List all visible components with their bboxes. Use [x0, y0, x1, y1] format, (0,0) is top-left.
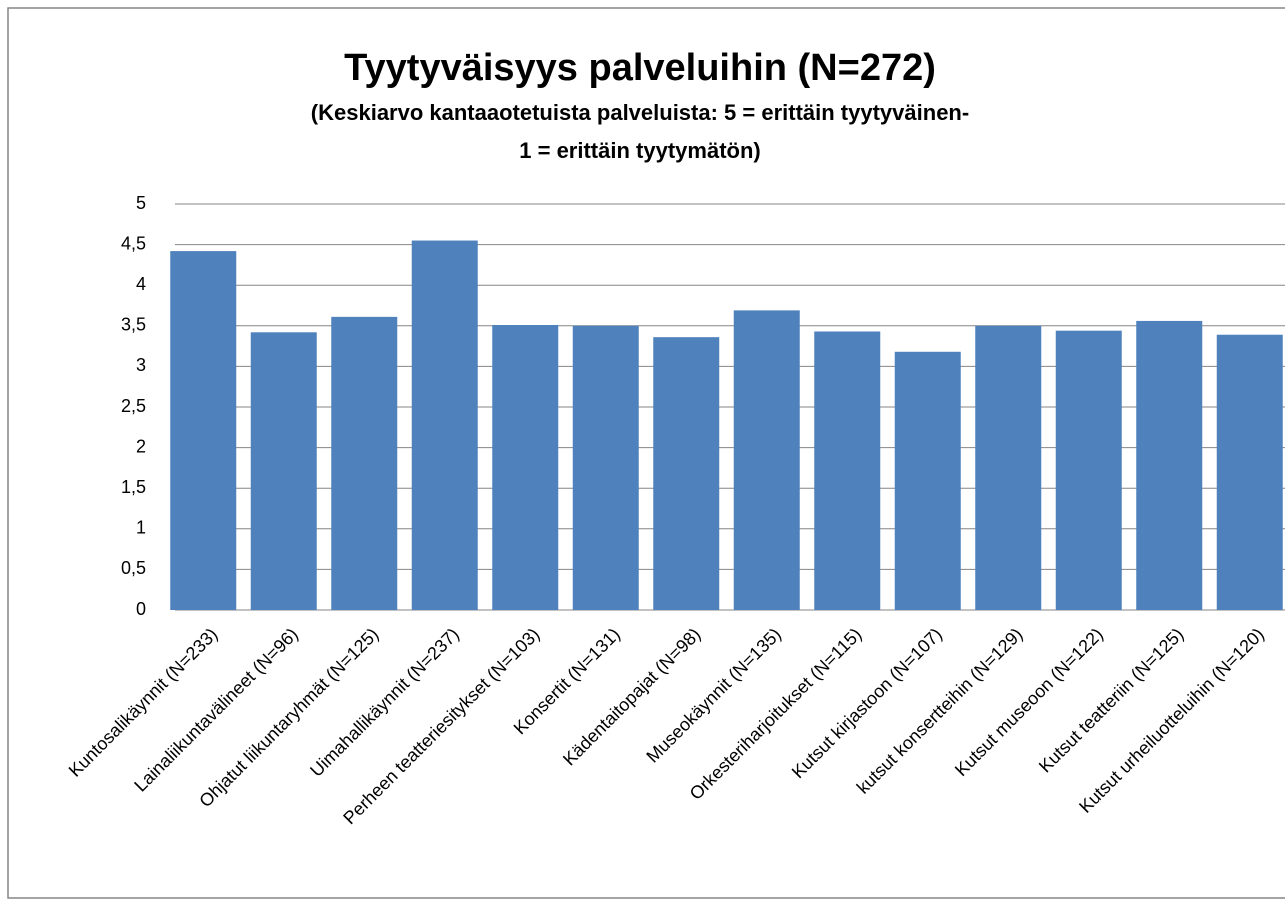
- bar: [733, 310, 800, 610]
- y-tick-label: 4,5: [121, 233, 146, 253]
- chart-title: Tyytyväisyys palveluihin (N=272): [344, 47, 936, 89]
- y-tick-label: 5: [136, 193, 146, 213]
- bar: [1216, 334, 1283, 610]
- y-tick-label: 1,5: [121, 477, 146, 497]
- bar: [411, 240, 478, 611]
- bar: [894, 351, 961, 610]
- bar: [331, 316, 398, 610]
- y-tick-label: 2,5: [121, 396, 146, 416]
- bar: [572, 325, 639, 610]
- bar: [653, 337, 720, 610]
- bar: [975, 325, 1042, 610]
- y-tick-label: 3: [136, 355, 146, 375]
- y-tick-label: 0,5: [121, 558, 146, 578]
- bar: [1055, 330, 1122, 610]
- bar: [1136, 320, 1203, 610]
- bar: [492, 324, 559, 610]
- bar: [250, 332, 317, 610]
- chart-subtitle: 1 = erittäin tyytymätön): [519, 138, 760, 163]
- chart-subtitle: (Keskiarvo kantaaotetuista palveluista: …: [311, 100, 969, 125]
- y-tick-label: 4: [136, 274, 146, 294]
- y-tick-label: 2: [136, 436, 146, 456]
- y-tick-label: 0: [136, 599, 146, 619]
- y-tick-label: 1: [136, 518, 146, 538]
- y-tick-label: 3,5: [121, 315, 146, 335]
- bar: [814, 331, 881, 610]
- bar: [170, 251, 237, 610]
